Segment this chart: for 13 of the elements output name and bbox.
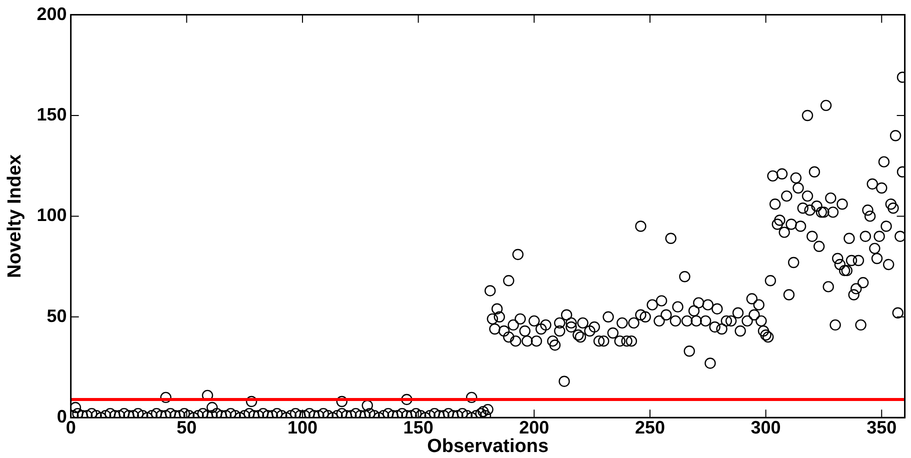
x-tick-label: 150 (403, 417, 434, 438)
x-tick-label: 50 (176, 417, 197, 438)
x-tick-label: 350 (866, 417, 897, 438)
y-axis-title: Novelty Index (4, 154, 26, 278)
x-tick-label: 250 (634, 417, 665, 438)
y-tick-label: 150 (36, 104, 67, 124)
y-tick-label: 50 (46, 306, 67, 326)
x-axis-title: Observations (427, 436, 549, 457)
y-tick-label: 200 (36, 4, 67, 24)
x-tick-label: 300 (750, 417, 781, 438)
x-tick-label: 100 (287, 417, 318, 438)
y-tick-label: 100 (36, 205, 67, 226)
x-tick-label: 200 (519, 417, 550, 438)
